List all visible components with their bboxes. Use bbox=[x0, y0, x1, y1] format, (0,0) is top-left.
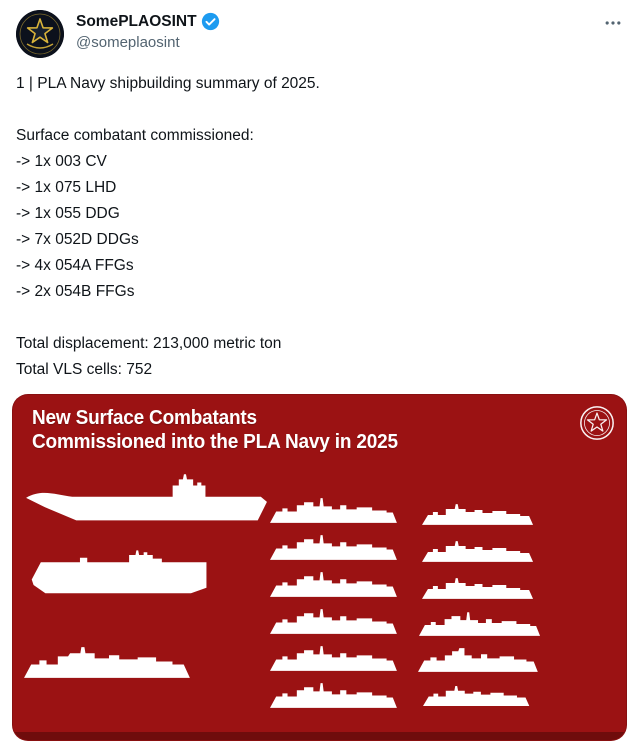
ddg-052d-silhouette-5 bbox=[270, 646, 397, 671]
tweet-line bbox=[16, 97, 624, 123]
avatar[interactable] bbox=[16, 10, 64, 58]
tweet-line: Total VLS cells: 752 bbox=[16, 361, 153, 378]
tweet-line: Total displacement: 213,000 metric ton bbox=[16, 335, 282, 352]
plan-roundel-icon bbox=[580, 406, 614, 440]
carrier-003-silhouette bbox=[26, 474, 267, 521]
ffg-054a-silhouette-1 bbox=[422, 504, 534, 525]
tweet-line: -> 7x 052D DDGs bbox=[16, 231, 139, 248]
tweet-line: 1 | PLA Navy shipbuilding summary of 202… bbox=[16, 75, 320, 92]
tweet-line: -> 1x 055 DDG bbox=[16, 205, 120, 222]
more-options-button[interactable] bbox=[602, 12, 624, 34]
name-row: SomePLAOSINT bbox=[76, 12, 220, 31]
tweet-line: Surface combatant commissioned: bbox=[16, 127, 254, 144]
ffg-054b-silhouette-1 bbox=[418, 648, 538, 672]
tweet-line: -> 1x 003 CV bbox=[16, 153, 107, 170]
ffg-054b-silhouette-2 bbox=[423, 686, 530, 706]
ffg-054a-silhouette-3 bbox=[422, 578, 534, 599]
ddg-052d-silhouette-3 bbox=[270, 572, 397, 597]
display-name[interactable]: SomePLAOSINT bbox=[76, 12, 197, 30]
infographic-title-line1: New Surface Combatants bbox=[32, 407, 257, 429]
tweet-line: -> 4x 054A FFGs bbox=[16, 257, 134, 274]
three-dots-icon bbox=[605, 21, 621, 25]
ddg-055-silhouette bbox=[24, 647, 190, 678]
post-header: SomePLAOSINT @someplaosint bbox=[16, 10, 624, 60]
tweet-line: -> 1x 075 LHD bbox=[16, 179, 117, 196]
lhd-075-silhouette bbox=[31, 550, 207, 594]
infographic-bottom-band bbox=[13, 732, 626, 740]
ddg-052d-silhouette-1 bbox=[270, 498, 397, 523]
author-block: SomePLAOSINT @someplaosint bbox=[76, 12, 220, 51]
ddg-052d-silhouette-6 bbox=[270, 683, 397, 708]
ddg-052d-silhouette-4 bbox=[270, 609, 397, 634]
tweet-line: -> 2x 054B FFGs bbox=[16, 283, 135, 300]
infographic-title: New Surface Combatants Commissioned into… bbox=[32, 406, 398, 454]
ddg-052d-silhouette-2 bbox=[270, 535, 397, 560]
ddg-052d-silhouette-7 bbox=[419, 612, 541, 636]
plan-star-emblem-icon bbox=[16, 10, 64, 58]
tweet-line bbox=[16, 305, 624, 331]
verified-badge-icon bbox=[201, 12, 220, 31]
infographic-title-line2: Commissioned into the PLA Navy in 2025 bbox=[32, 431, 398, 453]
tweet-image-attachment[interactable]: New Surface Combatants Commissioned into… bbox=[12, 394, 627, 741]
tweet-text: 1 | PLA Navy shipbuilding summary of 202… bbox=[16, 71, 624, 383]
user-handle[interactable]: @someplaosint bbox=[76, 34, 180, 51]
ffg-054a-silhouette-2 bbox=[422, 541, 534, 562]
